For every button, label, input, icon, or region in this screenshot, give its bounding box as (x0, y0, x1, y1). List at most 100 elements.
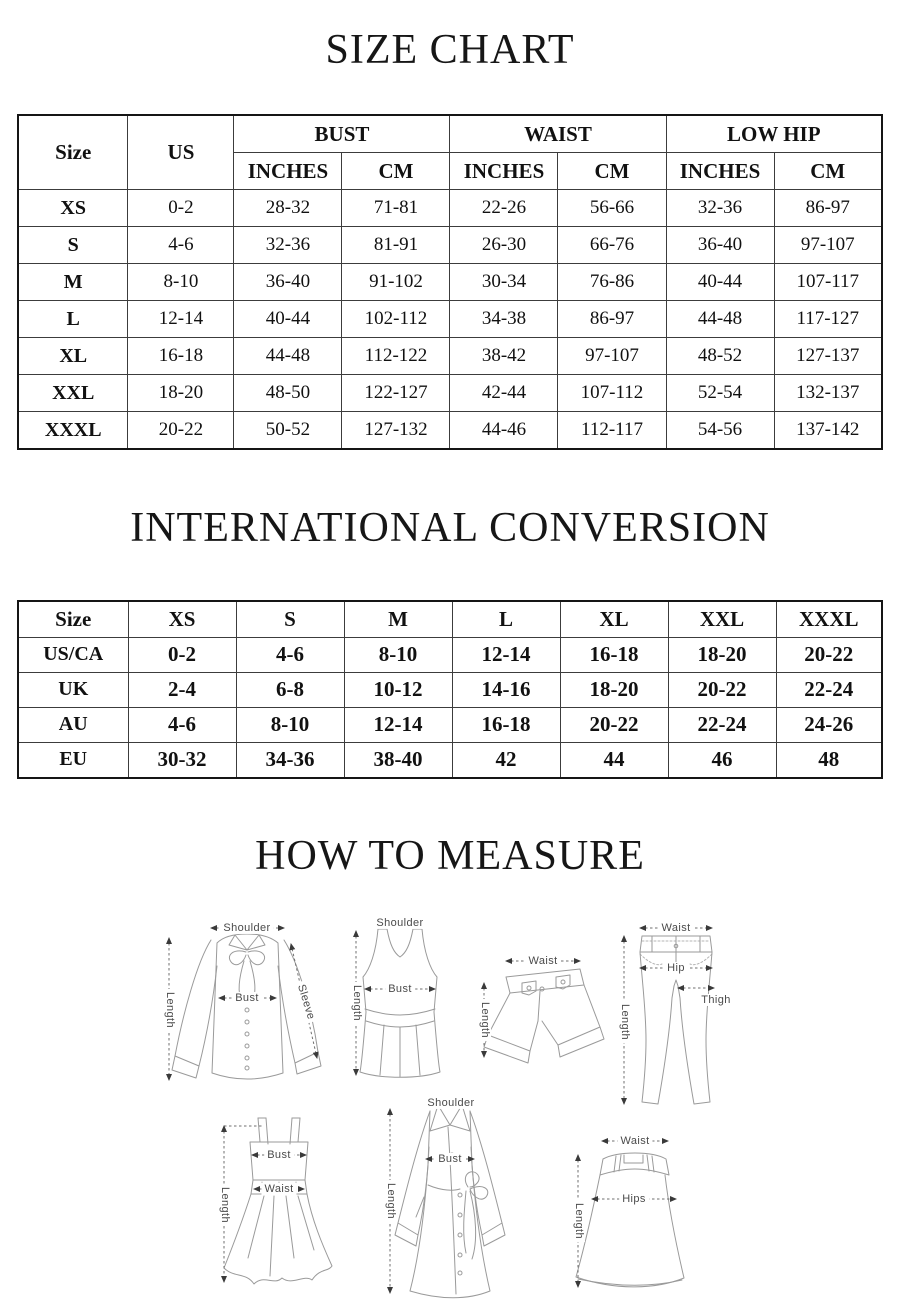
table-cell: 36-40 (665, 226, 775, 265)
table-row: AU 4-6 8-10 12-14 16-18 20-22 22-24 24-26 (17, 706, 883, 743)
table-cell: 32-36 (233, 226, 343, 265)
table-cell: 22-26 (449, 189, 559, 228)
table-cell: 40-44 (233, 300, 343, 339)
table-cell: 97-107 (557, 337, 667, 376)
conversion-body: US/CA 0-2 4-6 8-10 12-14 16-18 18-20 20-22 UK 2-4… (17, 636, 883, 779)
table-cell: 44-48 (665, 300, 775, 339)
tank-shoulder-label: Shoulder (373, 917, 427, 930)
table-cell: 107-117 (773, 263, 883, 302)
conv-header-s: S (235, 600, 345, 638)
table-cell: 50-52 (233, 411, 343, 450)
table-cell: 8-10 (343, 636, 453, 673)
table-cell: 81-91 (341, 226, 451, 265)
table-row: XS 0-2 28-32 71-81 22-26 56-66 32-36 86-97 (17, 189, 883, 228)
table-cell: 102-112 (341, 300, 451, 339)
table-row: EU 30-32 34-36 38-40 42 44 46 48 (17, 741, 883, 779)
table-cell: 0-2 (127, 636, 237, 673)
table-cell: 42 (451, 741, 561, 779)
figure-coat: Shoulder Bust Length (382, 1095, 517, 1300)
table-cell: 4-6 (127, 226, 235, 265)
table-cell: 28-32 (233, 189, 343, 228)
blouse-bust-label: Bust (232, 992, 262, 1005)
table-row: XXXL 20-22 50-52 127-132 44-46 112-117 54-56 13… (17, 411, 883, 450)
table-cell: 20-22 (667, 671, 777, 708)
how-to-measure-title: HOW TO MEASURE (255, 832, 645, 879)
conv-header-size: Size (17, 600, 129, 638)
table-cell: 112-122 (341, 337, 451, 376)
table-cell: 127-137 (773, 337, 883, 376)
table-row: XL 16-18 44-48 112-122 38-42 97-107 48-52 127-1… (17, 337, 883, 376)
figure-tank-top: Shoulder Length Bust (350, 917, 450, 1087)
table-cell: 8-10 (235, 706, 345, 743)
row-header-cell: XXXL (17, 411, 129, 450)
table-cell: 54-56 (665, 411, 775, 450)
pants-length-label: Length (618, 1001, 632, 1044)
figure-blouse: Shoulder Length Bust Sleeve (163, 910, 330, 1095)
table-cell: 30-32 (127, 741, 237, 779)
row-header-cell: M (17, 263, 129, 302)
row-header-cell: XL (17, 337, 129, 376)
row-header-cell: EU (17, 741, 129, 779)
table-cell: 30-34 (449, 263, 559, 302)
table-cell: 127-132 (341, 411, 451, 450)
table-row: US/CA 0-2 4-6 8-10 12-14 16-18 18-20 20-22 (17, 636, 883, 673)
conv-header-m: M (343, 600, 453, 638)
table-cell: 86-97 (773, 189, 883, 228)
table-cell: 16-18 (559, 636, 669, 673)
table-cell: 48-50 (233, 374, 343, 413)
table-cell: 71-81 (341, 189, 451, 228)
sub-header-hip-cm: CM (773, 152, 883, 191)
dress-waist-label: Waist (261, 1183, 297, 1196)
group-header-waist: WAIST (449, 114, 667, 154)
conv-header-xs: XS (127, 600, 237, 638)
col-header-us: US (127, 114, 235, 191)
table-cell: 18-20 (559, 671, 669, 708)
pants-hip-label: Hip (664, 962, 688, 975)
pants-line-art (621, 925, 715, 1106)
coat-line-art (387, 1100, 506, 1299)
table-cell: 42-44 (449, 374, 559, 413)
tank-length-label: Length (350, 982, 364, 1025)
table-cell: 2-4 (127, 671, 237, 708)
table-cell: 52-54 (665, 374, 775, 413)
conversion-title: INTERNATIONAL CONVERSION (130, 505, 770, 552)
table-cell: 40-44 (665, 263, 775, 302)
table-cell: 22-24 (667, 706, 777, 743)
shorts-waist-label: Waist (525, 955, 561, 968)
table-cell: 0-2 (127, 189, 235, 228)
figure-skirt: Waist Hips Length (558, 1127, 708, 1297)
table-cell: 22-24 (775, 671, 883, 708)
table-row: L 12-14 40-44 102-112 34-38 86-97 44-48 117-127 (17, 300, 883, 339)
table-cell: 12-14 (343, 706, 453, 743)
table-cell: 20-22 (775, 636, 883, 673)
dress-line-art (221, 1117, 333, 1285)
conversion-table: Size XS S M L XL XXL XXXL US/CA 0-2 4-6 8-1… (17, 599, 883, 779)
table-cell: 97-107 (773, 226, 883, 265)
table-cell: 16-18 (451, 706, 561, 743)
row-header-cell: L (17, 300, 129, 339)
table-cell: 56-66 (557, 189, 667, 228)
dress-length-label: Length (218, 1184, 232, 1227)
table-row: UK 2-4 6-8 10-12 14-16 18-20 20-22 22-24 (17, 671, 883, 708)
tank-top-line-art (353, 920, 441, 1078)
table-row: M 8-10 36-40 91-102 30-34 76-86 40-44 107-117 (17, 263, 883, 302)
size-chart-title: SIZE CHART (325, 27, 575, 73)
table-cell: 32-36 (665, 189, 775, 228)
shorts-length-label: Length (478, 999, 492, 1042)
conv-header-xxl: XXL (667, 600, 777, 638)
table-cell: 8-10 (127, 263, 235, 302)
table-cell: 20-22 (127, 411, 235, 450)
sub-header-hip-inches: INCHES (665, 152, 775, 191)
skirt-length-label: Length (572, 1200, 586, 1243)
size-chart-header: Size US BUST WAIST LOW HIP INCHES CM INC… (17, 114, 883, 191)
table-row: XXL 18-20 48-50 122-127 42-44 107-112 52-54 132… (17, 374, 883, 413)
figure-pants: Waist Hip Thigh Length (612, 920, 752, 1108)
group-header-low-hip: LOW HIP (665, 114, 883, 154)
dress-bust-label: Bust (264, 1149, 294, 1162)
blouse-length-label: Length (163, 989, 177, 1032)
table-cell: 4-6 (235, 636, 345, 673)
coat-shoulder-label: Shoulder (424, 1097, 478, 1110)
coat-length-label: Length (384, 1180, 398, 1223)
table-cell: 44 (559, 741, 669, 779)
coat-bust-label: Bust (435, 1153, 465, 1166)
